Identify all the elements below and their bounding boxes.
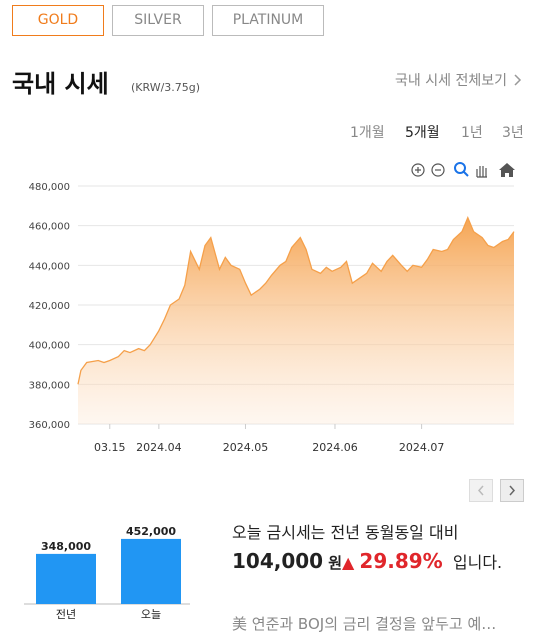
toolbar <box>411 162 515 178</box>
rate: 29.89% <box>359 549 443 573</box>
y-tick-label: 440,000 <box>29 261 70 272</box>
unit: 원 <box>328 554 342 572</box>
line <box>77 216 515 385</box>
home[interactable] <box>499 163 515 177</box>
view-all-link[interactable]: 국내 시세 전체보기 <box>395 73 507 89</box>
summary-value: 104,000 원▲ 29.89% 입니다. <box>232 547 512 577</box>
bar-chart: 348,000 전년 452,000 오늘 <box>24 525 190 621</box>
category-label: 전년 <box>56 608 76 621</box>
value-label: 348,000 <box>41 540 91 553</box>
y-tick-label: 460,000 <box>29 222 70 233</box>
amount: 104,000 <box>232 549 324 573</box>
x-tick-label: 2024.07 <box>399 441 445 454</box>
title: 국내 시세 <box>12 70 109 98</box>
prev-button[interactable] <box>469 479 493 502</box>
tail: 입니다. <box>452 553 503 572</box>
y-tick-label: 420,000 <box>29 301 70 312</box>
y-tick-label: 480,000 <box>29 182 70 193</box>
bar <box>36 553 96 604</box>
value-label: 452,000 <box>126 525 176 538</box>
unit: (KRW/3.75g) <box>131 81 201 94</box>
tab[interactable]: PLATINUM <box>212 5 324 36</box>
news-headline[interactable]: 美 연준과 BOJ의 금리 결정을 앞두고 예… <box>232 615 497 633</box>
tab[interactable]: SILVER <box>112 5 204 36</box>
bar <box>121 538 181 604</box>
period[interactable]: 1개월 <box>350 125 385 141</box>
arrow: ▲ <box>342 553 355 572</box>
zoom[interactable] <box>454 162 466 174</box>
category-label: 오늘 <box>141 608 161 621</box>
zoom-in[interactable] <box>411 163 425 177</box>
x-tick-label: 2024.04 <box>136 441 182 454</box>
chevron <box>514 74 522 86</box>
x-tick-label: 03.15 <box>94 441 126 454</box>
next-button[interactable] <box>500 479 524 502</box>
y-tick-label: 380,000 <box>29 380 70 391</box>
summary-text: 오늘 금시세는 전년 동월동일 대비 <box>232 523 459 542</box>
tab[interactable]: GOLD <box>12 5 104 36</box>
period[interactable]: 3년 <box>502 125 524 141</box>
period[interactable]: 1년 <box>461 125 483 141</box>
pager <box>469 479 524 502</box>
x-tick-label: 2024.05 <box>223 441 269 454</box>
pan[interactable] <box>476 166 487 178</box>
area-chart: 360,000 380,000 400,000 420,000 440,000 460,0… <box>29 182 515 454</box>
period[interactable]: 5개월 <box>405 125 440 141</box>
y-tick-label: 400,000 <box>29 341 70 352</box>
y-tick-label: 360,000 <box>29 420 70 431</box>
x-tick-label: 2024.06 <box>312 441 358 454</box>
zoom-out[interactable] <box>431 163 445 177</box>
